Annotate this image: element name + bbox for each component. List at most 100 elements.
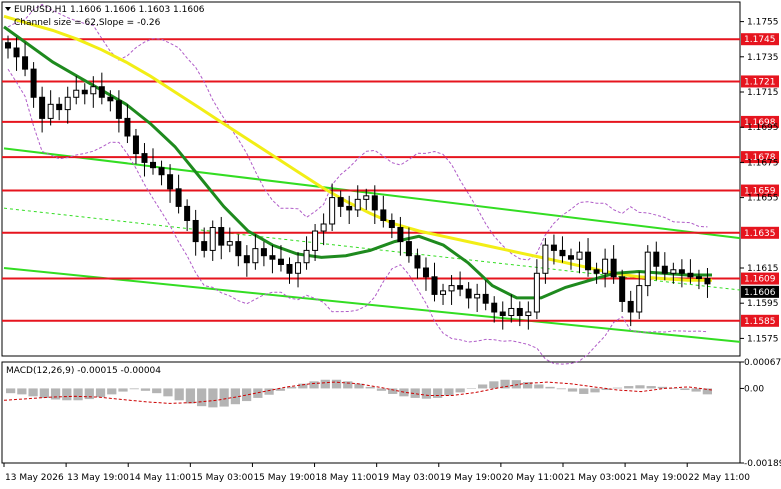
dropdown-triangle-icon[interactable] bbox=[5, 7, 11, 11]
candle-bullish bbox=[440, 290, 447, 295]
bollinger-upper bbox=[7, 3, 708, 261]
ma-green-line bbox=[3, 25, 712, 300]
candle-bearish bbox=[516, 307, 523, 317]
x-tick-label: 20 May 11:00 bbox=[502, 473, 564, 483]
candle-bearish bbox=[550, 244, 557, 251]
y-tick-label: 1.1715 bbox=[747, 88, 779, 98]
candle-bearish bbox=[115, 100, 122, 119]
macd-histogram-bar bbox=[635, 385, 645, 389]
macd-histogram-bar bbox=[129, 388, 139, 390]
y-tick-label: 1.1595 bbox=[747, 299, 779, 309]
macd-histogram-bar bbox=[275, 388, 285, 391]
candle-bearish bbox=[39, 96, 46, 119]
candle-bearish bbox=[30, 68, 37, 98]
macd-histogram-bar bbox=[567, 388, 578, 392]
channel-upper-line bbox=[3, 147, 741, 240]
candle-bearish bbox=[107, 96, 114, 102]
candle-bearish bbox=[619, 276, 626, 302]
candle-bullish bbox=[474, 293, 481, 299]
x-tick-label: 21 May 19:00 bbox=[626, 473, 688, 483]
candle-bearish bbox=[593, 269, 600, 274]
candle-bearish bbox=[695, 276, 702, 280]
level-price-tag bbox=[741, 314, 779, 327]
candle-bearish bbox=[610, 258, 617, 278]
macd-histogram-bar bbox=[39, 388, 49, 398]
macd-histogram-bar bbox=[545, 386, 555, 389]
y-tick-label: 1.1675 bbox=[747, 158, 779, 168]
macd-histogram-bar bbox=[365, 386, 375, 389]
candle-bullish bbox=[303, 249, 310, 264]
candle-bearish bbox=[405, 241, 412, 257]
candle-bearish bbox=[388, 219, 395, 229]
macd-histogram-bar bbox=[163, 388, 173, 397]
macd-histogram-bar bbox=[95, 388, 106, 398]
macd-histogram-bar bbox=[511, 380, 521, 389]
macd-histogram-bar bbox=[62, 388, 72, 401]
level-price-tag bbox=[741, 226, 779, 239]
candle-bullish bbox=[602, 258, 609, 274]
candlesticks bbox=[5, 35, 711, 330]
candle-bearish bbox=[158, 167, 165, 176]
macd-histogram-bar bbox=[657, 386, 668, 389]
candle-bearish bbox=[585, 251, 592, 271]
macd-histogram-bar bbox=[50, 388, 61, 400]
y-tick-label: 1.1755 bbox=[747, 18, 779, 28]
macd-histogram-bar bbox=[197, 388, 207, 407]
bollinger-bands bbox=[7, 3, 708, 365]
candle-bullish bbox=[295, 262, 302, 274]
macd-histogram-bar bbox=[242, 388, 252, 402]
macd-y-tick-label: -0.00189 bbox=[744, 459, 781, 469]
candle-bullish bbox=[533, 272, 540, 313]
level-price-label: 1.1698 bbox=[744, 118, 776, 128]
y-tick-label: 1.1695 bbox=[747, 123, 779, 133]
candle-bearish bbox=[81, 89, 88, 95]
y-tick-label: 1.1735 bbox=[747, 53, 779, 63]
regression-channel bbox=[3, 147, 741, 343]
level-price-label: 1.1745 bbox=[744, 35, 776, 45]
macd-signal-line bbox=[3, 381, 713, 404]
level-price-label: 1.1609 bbox=[744, 275, 776, 285]
candle-bearish bbox=[98, 86, 105, 98]
macd-plot-frame bbox=[1, 361, 741, 464]
candle-bearish bbox=[431, 276, 438, 295]
candle-bullish bbox=[644, 251, 651, 287]
candle-bearish bbox=[218, 227, 225, 246]
y-tick-label: 1.1575 bbox=[747, 334, 779, 344]
candle-bearish bbox=[124, 117, 131, 137]
candle-bullish bbox=[670, 269, 677, 274]
candle-bearish bbox=[5, 42, 11, 49]
candle-bullish bbox=[448, 285, 455, 292]
chart-header: EURUSD,H1 1.1606 1.1606 1.1603 1.1606 Ch… bbox=[5, 5, 205, 28]
macd-histogram-bar bbox=[84, 388, 94, 400]
y-tick-label: 1.1655 bbox=[747, 194, 779, 204]
candle-bearish bbox=[201, 241, 208, 251]
candle-bearish bbox=[627, 300, 634, 313]
candle-bearish bbox=[704, 278, 711, 285]
macd-histogram-bar bbox=[331, 379, 342, 389]
macd-histogram-bar bbox=[376, 388, 387, 391]
macd-y-tick-label: 0.00 bbox=[744, 384, 764, 394]
macd-histogram-bar bbox=[230, 388, 240, 405]
candle-bearish bbox=[132, 135, 139, 155]
level-price-label: 1.1721 bbox=[744, 77, 776, 87]
macd-histogram-bar bbox=[28, 388, 38, 397]
macd-histogram-bar bbox=[208, 388, 218, 408]
candle-bullish bbox=[329, 197, 336, 225]
macd-histogram-bar bbox=[444, 388, 454, 396]
candle-bearish bbox=[567, 255, 574, 260]
x-tick-label: 15 May 03:00 bbox=[191, 473, 253, 483]
macd-histogram-bar bbox=[646, 386, 656, 389]
candle-bullish bbox=[209, 227, 216, 251]
macd-histogram-bar bbox=[320, 379, 330, 389]
macd-histogram-bar bbox=[343, 381, 353, 389]
candle-bearish bbox=[371, 195, 378, 211]
macd-histogram-bar bbox=[298, 383, 308, 389]
candle-bearish bbox=[192, 219, 199, 243]
macd-histogram-bar bbox=[107, 388, 117, 395]
level-price-tag bbox=[741, 115, 779, 128]
channel-lower-line bbox=[3, 267, 741, 343]
candle-bearish bbox=[337, 197, 344, 207]
main-plot-frame bbox=[1, 1, 741, 357]
candle-bearish bbox=[235, 241, 242, 257]
